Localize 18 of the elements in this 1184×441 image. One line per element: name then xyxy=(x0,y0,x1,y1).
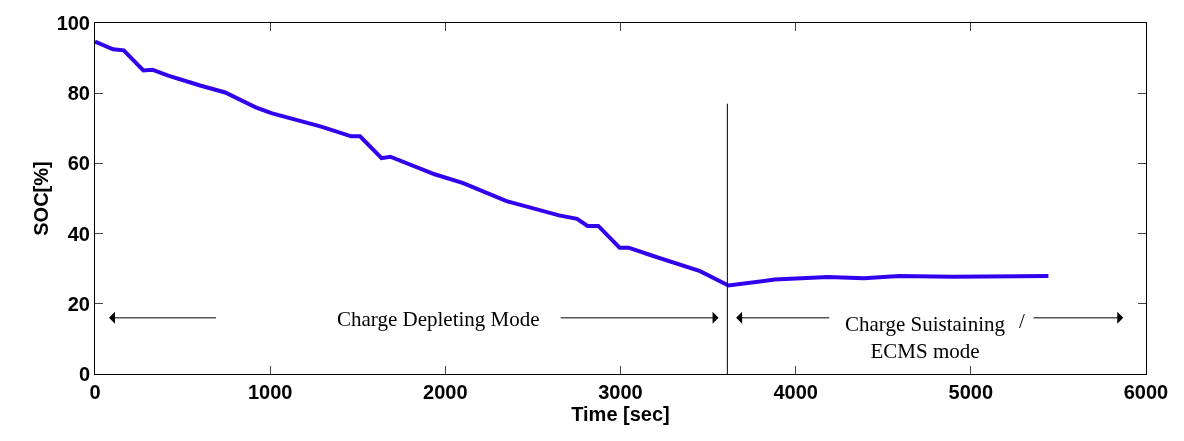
y-tick-label: 20 xyxy=(67,292,90,315)
x-tick-label: 6000 xyxy=(1123,381,1169,403)
x-tick-label: 4000 xyxy=(773,381,818,403)
x-axis-title: Time [sec] xyxy=(571,403,670,425)
annotation: Charge Suistaining ECMS mode xyxy=(845,312,1006,364)
line-series xyxy=(95,39,1051,288)
x-tick-label: 1000 xyxy=(247,381,293,403)
annotation: / xyxy=(1019,309,1025,333)
y-tick-label: 80 xyxy=(67,82,90,105)
y-axis-title: SOC[%] xyxy=(30,161,53,236)
y-tick-label: 0 xyxy=(78,363,90,385)
x-tick-label: 5000 xyxy=(948,381,994,403)
y-tick-label: 40 xyxy=(67,222,90,245)
y-tick-label: 60 xyxy=(67,152,90,175)
x-tick-label: 3000 xyxy=(598,381,643,403)
y-tick-label: 100 xyxy=(56,12,90,34)
annotation: Charge Depleting Mode xyxy=(337,307,540,331)
x-tick-label: 2000 xyxy=(423,381,468,403)
